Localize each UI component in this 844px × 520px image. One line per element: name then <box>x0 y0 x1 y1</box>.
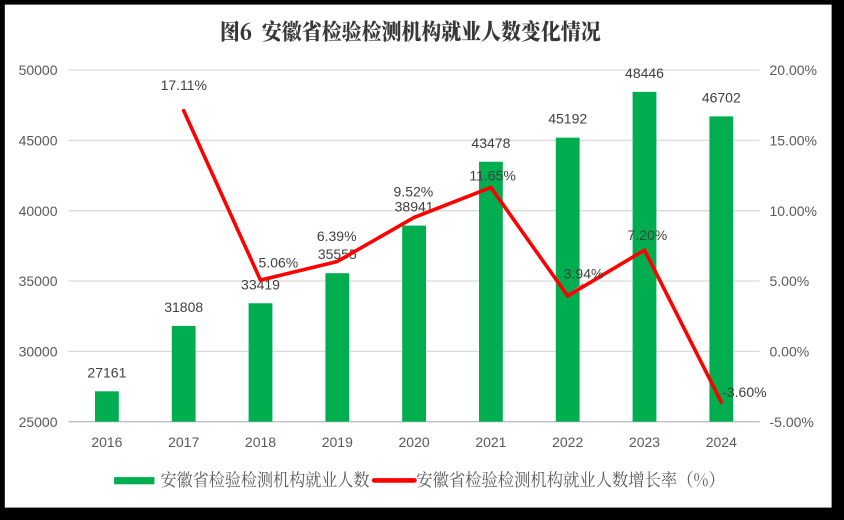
svg-text:46702: 46702 <box>702 89 741 105</box>
svg-text:2017: 2017 <box>168 434 199 450</box>
svg-text:0.00%: 0.00% <box>770 343 810 359</box>
svg-text:5.06%: 5.06% <box>259 254 299 270</box>
svg-text:35000: 35000 <box>19 273 58 289</box>
svg-text:50000: 50000 <box>19 62 58 78</box>
svg-text:2016: 2016 <box>91 434 122 450</box>
svg-text:45192: 45192 <box>548 111 587 127</box>
svg-text:11.65%: 11.65% <box>469 168 515 184</box>
svg-text:27161: 27161 <box>87 364 126 380</box>
svg-text:3.94%: 3.94% <box>564 266 604 282</box>
svg-text:9.52%: 9.52% <box>394 183 434 199</box>
svg-text:30000: 30000 <box>19 343 58 359</box>
svg-text:35555: 35555 <box>318 246 357 262</box>
svg-text:10.00%: 10.00% <box>770 203 817 219</box>
svg-text:17.11%: 17.11% <box>161 77 207 93</box>
svg-text:5.00%: 5.00% <box>770 273 810 289</box>
svg-text:15.00%: 15.00% <box>770 132 817 148</box>
svg-text:2023: 2023 <box>629 434 660 450</box>
svg-text:40000: 40000 <box>19 203 58 219</box>
svg-text:2021: 2021 <box>475 434 506 450</box>
svg-text:2018: 2018 <box>245 434 276 450</box>
svg-text:33419: 33419 <box>241 276 280 292</box>
svg-text:45000: 45000 <box>19 132 58 148</box>
svg-text:48446: 48446 <box>625 65 664 81</box>
svg-text:25000: 25000 <box>19 414 58 430</box>
svg-text:-3.60%: -3.60% <box>722 384 766 400</box>
svg-text:2020: 2020 <box>399 434 430 450</box>
svg-text:2019: 2019 <box>322 434 353 450</box>
svg-text:2024: 2024 <box>706 434 737 450</box>
svg-text:43478: 43478 <box>471 135 510 151</box>
svg-text:38941: 38941 <box>395 199 434 215</box>
svg-text:31808: 31808 <box>164 299 203 315</box>
svg-text:7.20%: 7.20% <box>628 227 668 243</box>
svg-text:20.00%: 20.00% <box>770 62 817 78</box>
svg-text:2022: 2022 <box>552 434 583 450</box>
svg-text:6.39%: 6.39% <box>317 228 357 244</box>
svg-text:-5.00%: -5.00% <box>770 414 814 430</box>
